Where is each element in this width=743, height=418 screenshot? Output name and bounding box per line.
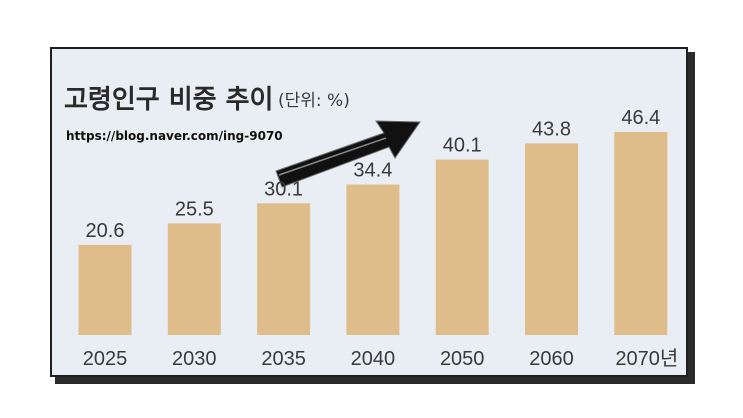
- value-label: 30.1: [264, 178, 303, 200]
- source-url: https://blog.naver.com/ing-9070: [66, 129, 283, 143]
- unit-label: (단위: %): [278, 91, 350, 111]
- bar-2050: [435, 159, 489, 335]
- value-label: 43.8: [532, 118, 571, 140]
- bar-2070: [614, 132, 668, 335]
- chart-title: 고령인구 비중 추이: [64, 85, 273, 115]
- bar-2025: [78, 244, 132, 335]
- bar-2035: [257, 203, 311, 335]
- x-tick-label: 2050: [440, 348, 485, 370]
- x-tick-label: 2040: [351, 348, 396, 370]
- value-labels-group: 20.6 25.5 30.1 34.4 40.1 43.8 46.4: [86, 107, 661, 242]
- value-label: 40.1: [443, 135, 482, 157]
- x-tick-label: 2070년: [615, 347, 678, 370]
- bars-group: [78, 132, 668, 335]
- value-label: 34.4: [353, 160, 392, 182]
- value-label: 46.4: [621, 107, 660, 129]
- value-label: 20.6: [86, 220, 125, 242]
- x-tick-label: 2025: [83, 348, 128, 370]
- x-tick-label: 2060: [529, 348, 574, 370]
- x-tick-label: 2035: [261, 348, 306, 370]
- bar-2030: [167, 223, 221, 335]
- tick-labels-group: 2025 2030 2035 2040 2050 2060 2070년: [83, 347, 679, 370]
- trend-arrow-icon: [275, 120, 421, 188]
- x-tick-label: 2030: [172, 348, 217, 370]
- bar-2040: [346, 184, 400, 335]
- value-label: 25.5: [175, 198, 214, 220]
- bar-2060: [525, 143, 578, 335]
